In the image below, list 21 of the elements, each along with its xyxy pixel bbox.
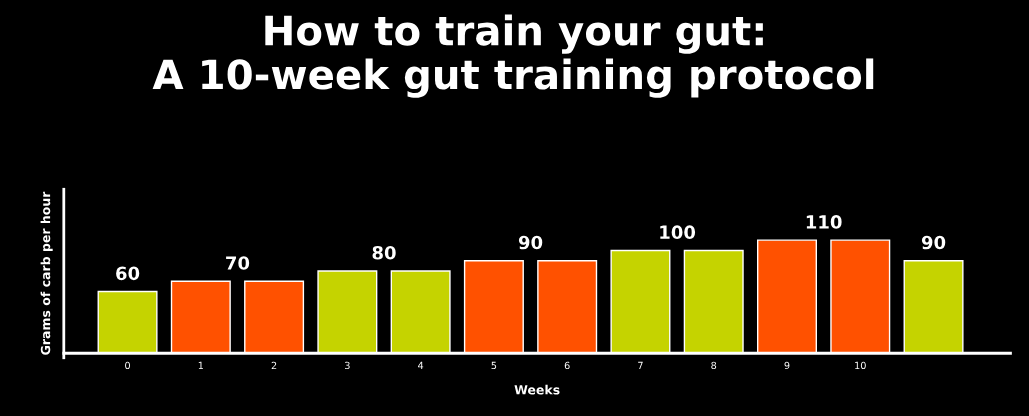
data-label: 90 — [921, 235, 946, 250]
x-tick-label: 10 — [855, 361, 866, 370]
x-tick-label: 7 — [638, 361, 643, 369]
data-label: 80 — [372, 245, 396, 260]
x-tick-label: 0 — [125, 361, 130, 370]
x-tick-label: 1 — [198, 361, 204, 369]
x-tick-label: 9 — [784, 361, 790, 370]
x-tick-label: 2 — [271, 361, 277, 369]
y-axis-title: Grams of carb per hour — [40, 191, 53, 355]
x-tick-label: 8 — [711, 361, 717, 370]
data-label: 60 — [116, 266, 140, 281]
chart-title: How to train your gut: A 10-week gut training protocol — [152, 14, 874, 98]
data-label: 90 — [518, 235, 543, 250]
data-label: 100 — [660, 225, 696, 240]
x-tick-label: 5 — [491, 361, 497, 370]
x-tick-label: 3 — [345, 361, 350, 370]
x-tick-label: 4 — [418, 361, 424, 369]
data-label: 70 — [226, 256, 250, 270]
x-tick-label: 6 — [564, 361, 570, 370]
x-axis-title: Weeks — [514, 384, 560, 395]
data-label: 110 — [806, 215, 842, 229]
